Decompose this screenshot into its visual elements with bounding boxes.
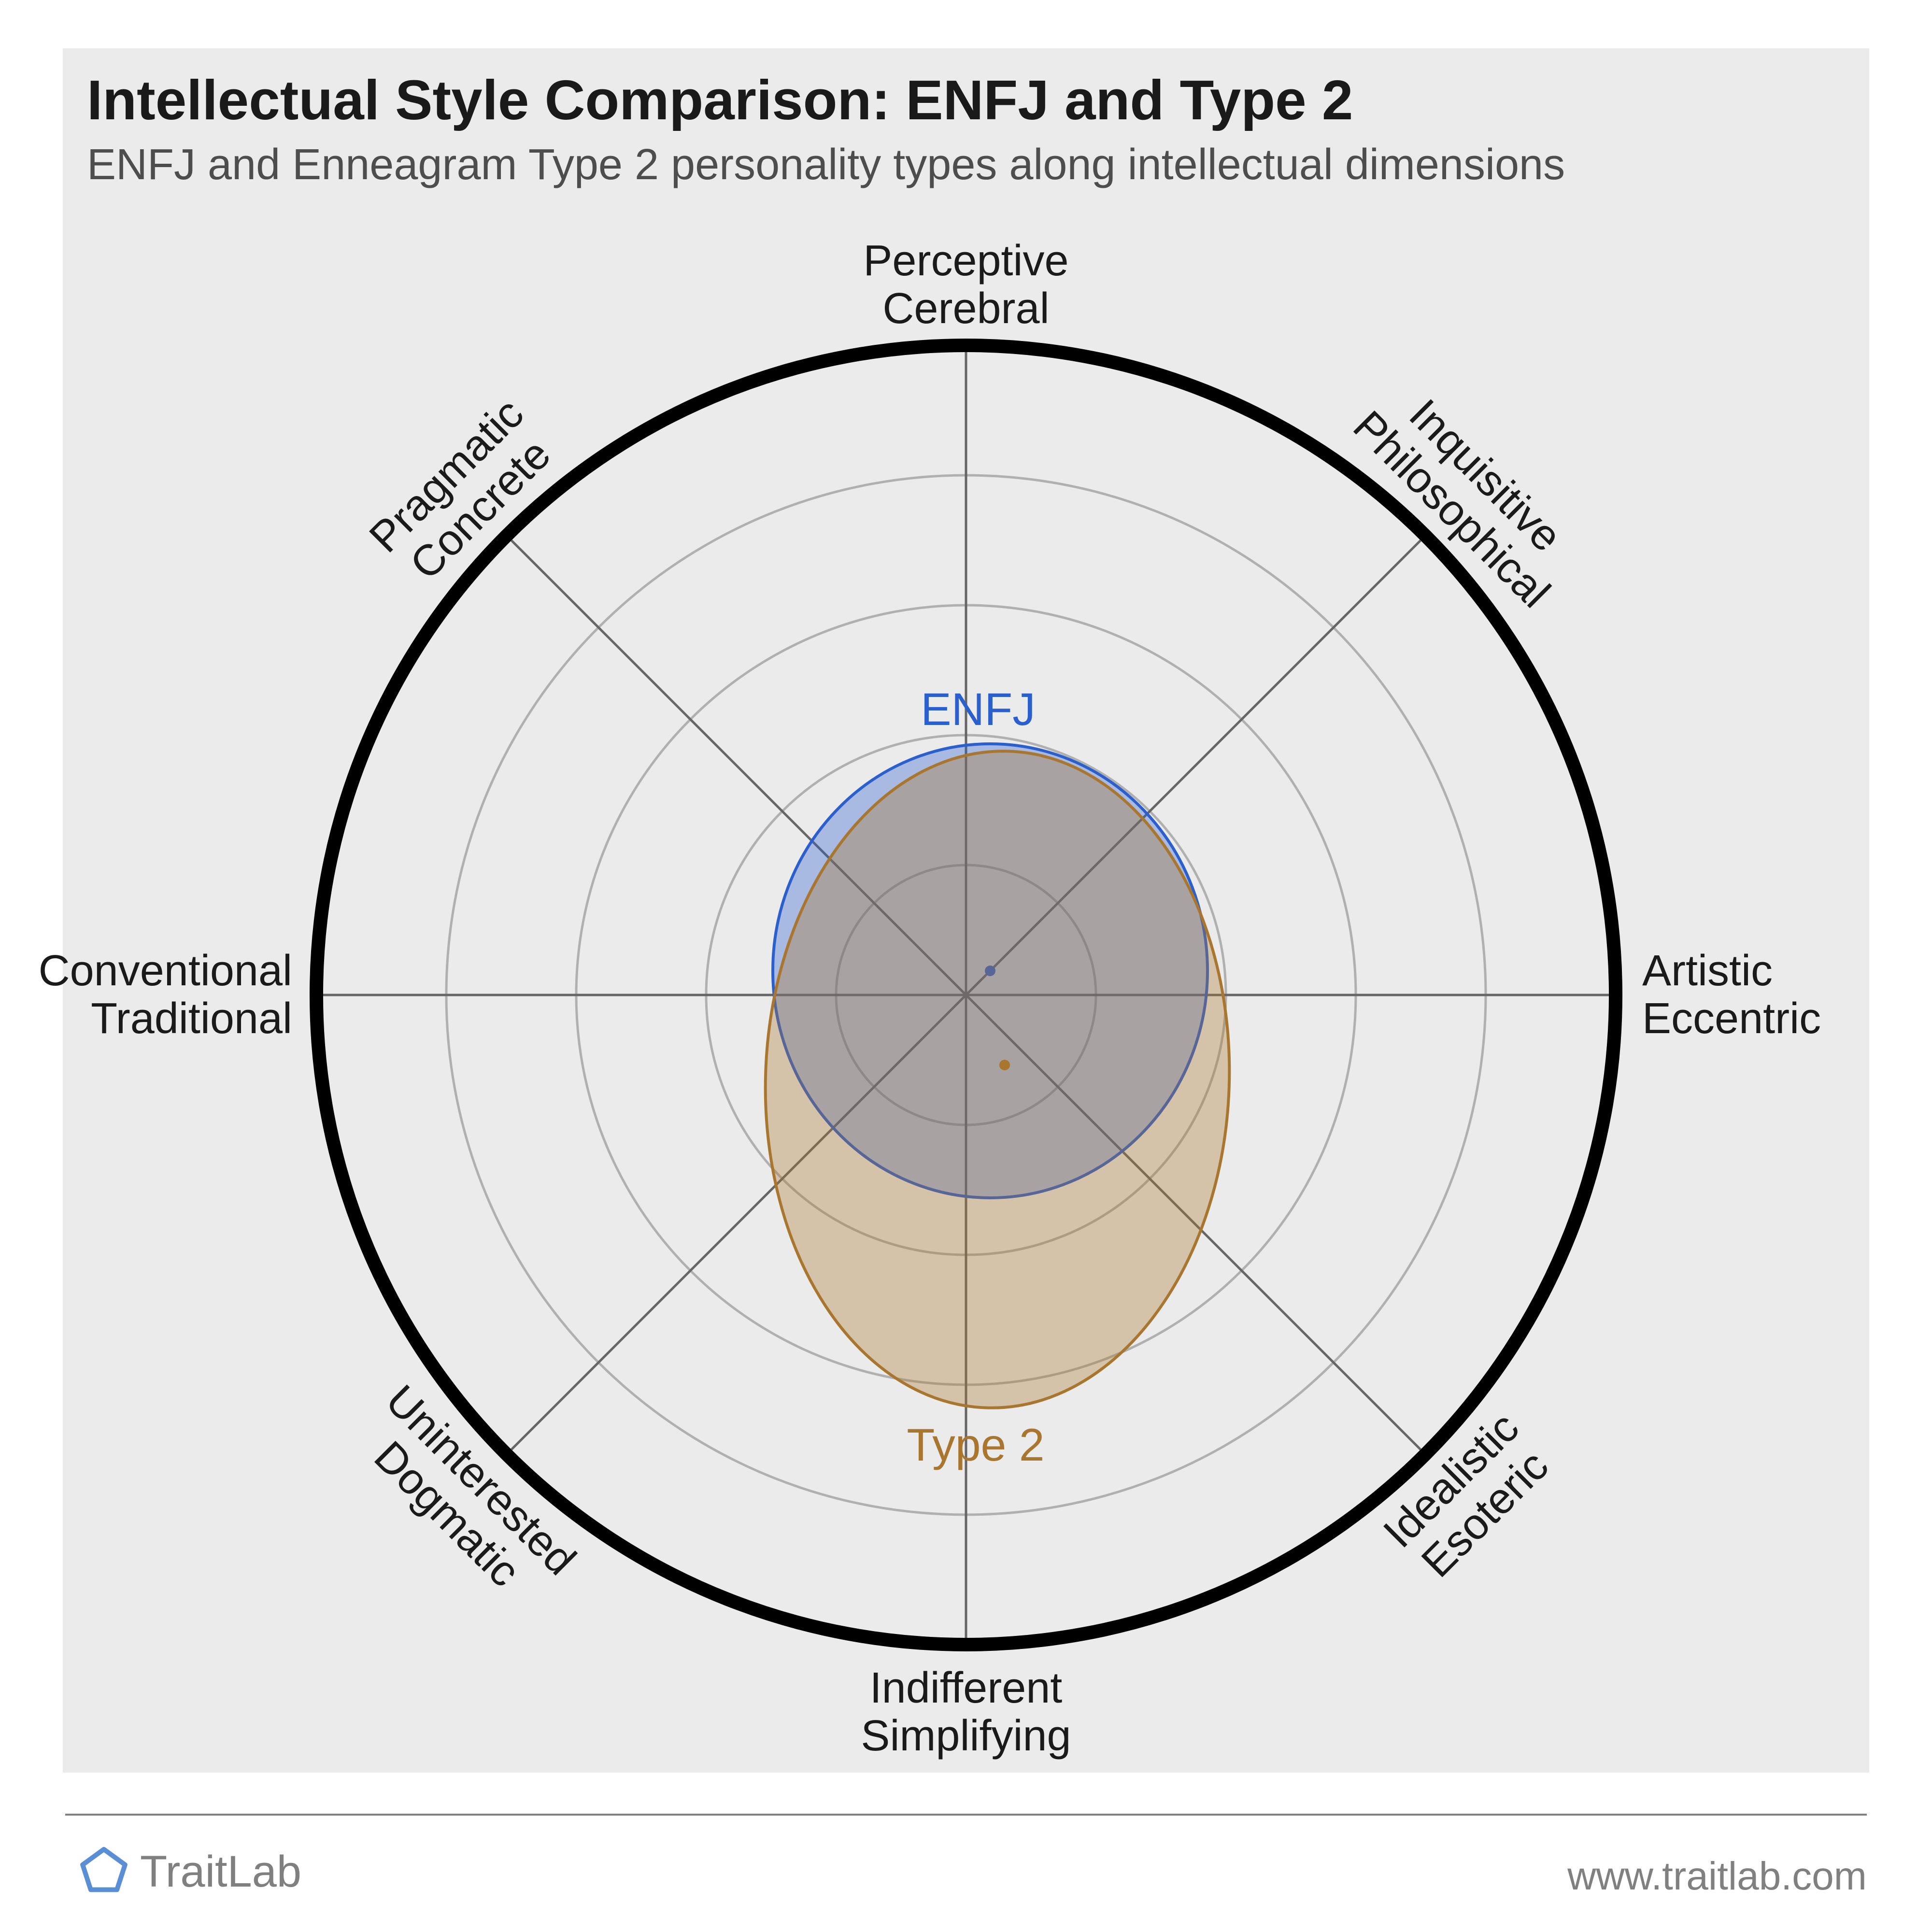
axis-label-top: Perceptive Cerebral <box>749 237 1183 333</box>
footer-url: www.traitlab.com <box>0 1854 1867 1899</box>
axis-label-bottom: Indifferent Simplifying <box>749 1664 1183 1760</box>
axis-label-left: Conventional Traditional <box>0 947 292 1043</box>
series-label-enfj: ENFJ <box>833 683 1123 736</box>
series-label-type-2: Type 2 <box>831 1419 1121 1472</box>
footer-divider <box>65 1814 1867 1816</box>
axis-label-right: Artistic Eccentric <box>1642 947 1932 1043</box>
